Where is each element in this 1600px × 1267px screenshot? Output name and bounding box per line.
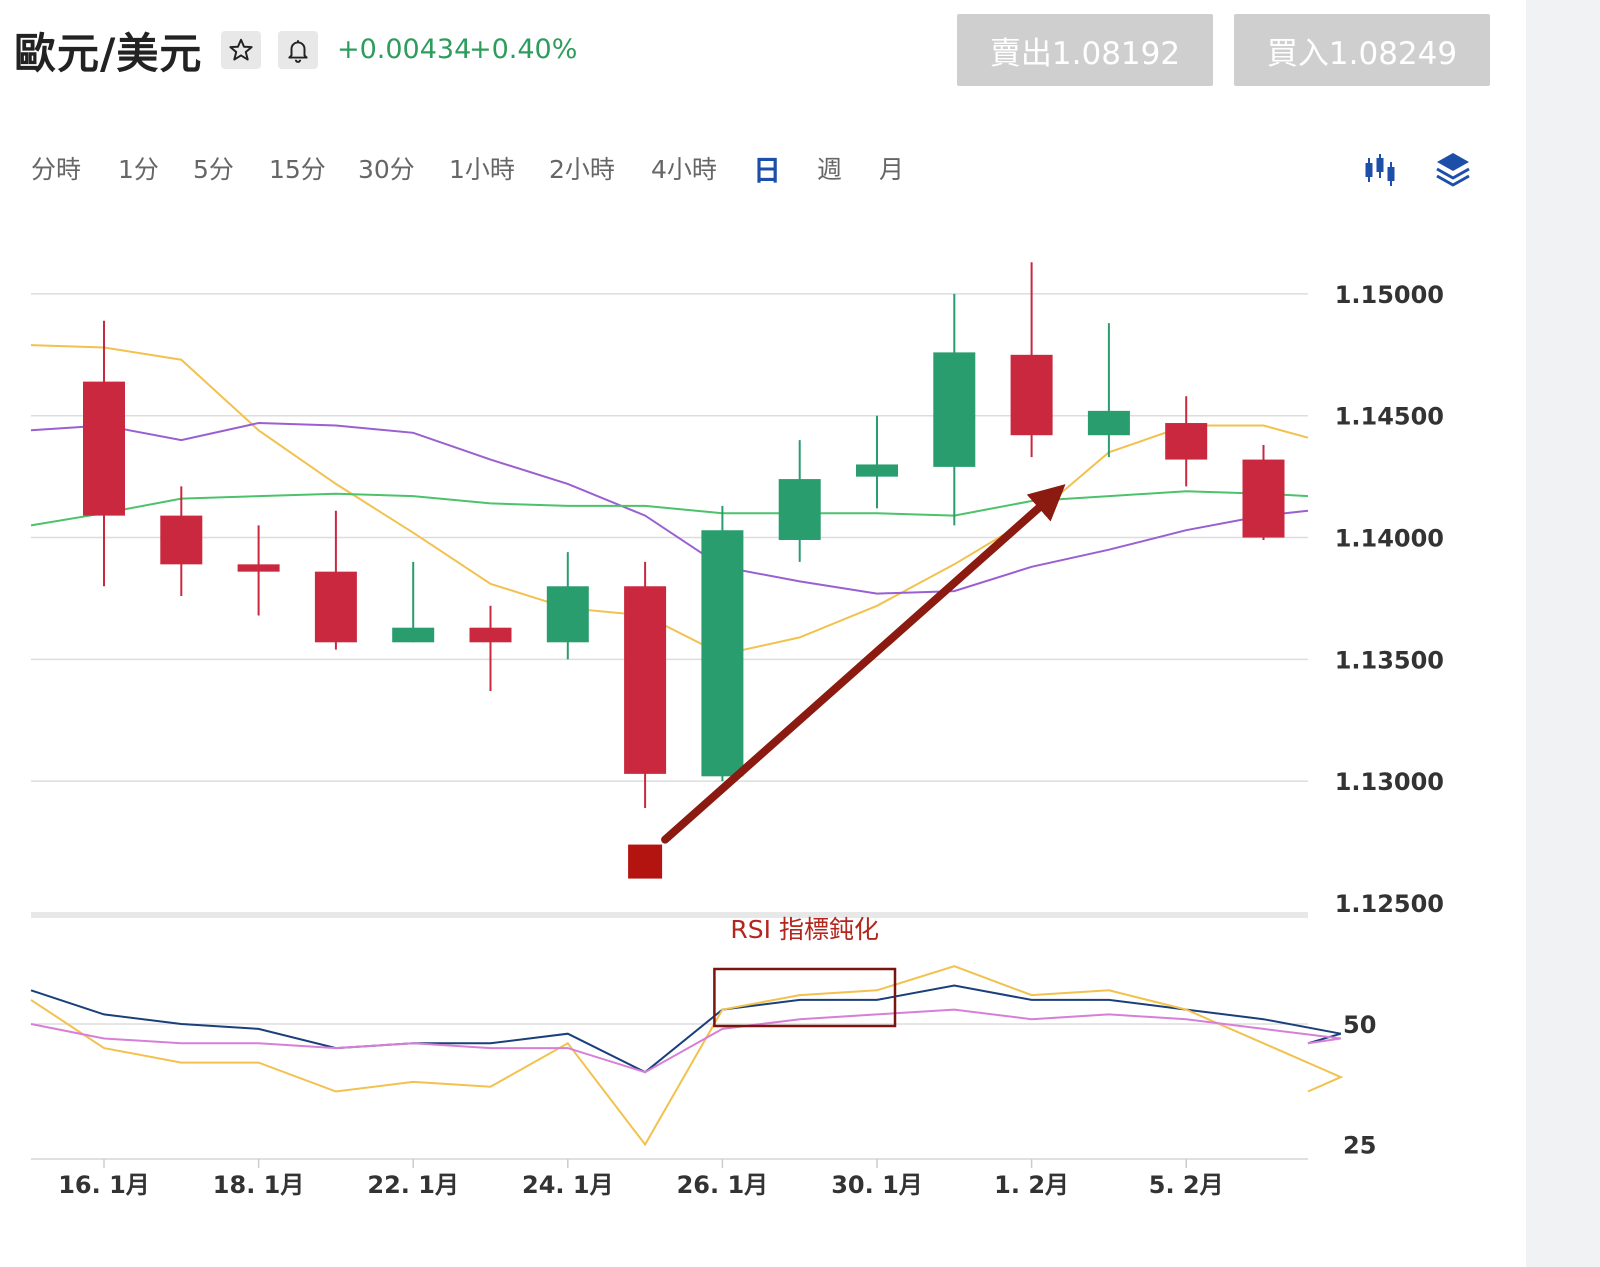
layers-icon (1436, 153, 1470, 187)
trend-annotation (628, 484, 1066, 879)
time-tick-label: 5. 2月 (1149, 1171, 1224, 1199)
right-scroll-strip (1526, 0, 1600, 1267)
alert-button[interactable] (278, 31, 318, 69)
candle-body (314, 571, 357, 643)
candle[interactable] (1087, 323, 1130, 458)
price-tick-label: 1.14500 (1335, 403, 1444, 431)
candle[interactable] (469, 605, 512, 692)
tab-15min[interactable]: 15分 (269, 155, 326, 184)
moving-average-line-0 (30, 344, 1309, 656)
candle-body (778, 479, 821, 540)
timeframe-tabs: 分時 1分 5分 15分 30分 1小時 2小時 4小時 日 週 月 (0, 150, 1000, 190)
rsi-line-2 (30, 1008, 1341, 1074)
rsi-tick-label: 50 (1343, 1011, 1376, 1039)
rsi-highlight: RSI 指標鈍化 (713, 915, 897, 1028)
candlestick-icon (1365, 154, 1395, 186)
candle-body (1242, 459, 1285, 538)
time-tick-label: 24. 1月 (522, 1171, 614, 1199)
rsi-line-1 (30, 965, 1344, 1147)
rsi-lines (30, 965, 1344, 1147)
buy-button[interactable]: 買入1.08249 (1234, 14, 1490, 86)
time-tick-label: 16. 1月 (58, 1171, 150, 1199)
tab-30min[interactable]: 30分 (358, 155, 415, 184)
time-tick-label: 22. 1月 (367, 1171, 459, 1199)
rsi-annotation-label: RSI 指標鈍化 (730, 915, 879, 944)
tab-1hour[interactable]: 1小時 (449, 155, 515, 184)
price-tick-label: 1.12500 (1335, 890, 1444, 918)
tab-month[interactable]: 月 (879, 155, 905, 184)
candle[interactable] (160, 486, 203, 597)
candle-body (1010, 354, 1053, 436)
tab-4hour[interactable]: 4小時 (651, 155, 717, 184)
tab-5min[interactable]: 5分 (193, 155, 234, 184)
candle[interactable] (778, 440, 821, 562)
rsi-axis: 50 25 (1343, 1011, 1376, 1160)
indicators-button[interactable] (1433, 150, 1473, 190)
moving-average-line-2 (30, 490, 1309, 527)
moving-average-lines (30, 344, 1309, 656)
chart-type-button[interactable] (1360, 150, 1400, 190)
candlesticks (83, 262, 1285, 808)
candle-body (160, 515, 203, 565)
bell-icon (288, 40, 308, 63)
tab-1min[interactable]: 1分 (118, 155, 159, 184)
candle-body (701, 530, 744, 777)
candle[interactable] (624, 561, 667, 808)
rsi-tick-label: 25 (1343, 1132, 1376, 1160)
price-chart[interactable]: 1.15000 1.14500 1.14000 1.13500 1.13000 1.125… (0, 0, 1526, 1267)
price-change-percent: +0.40% (469, 34, 578, 65)
price-change-absolute: +0.00434 (337, 34, 472, 65)
page-title: 歐元/美元 (14, 29, 203, 78)
pane-separator[interactable] (31, 912, 1308, 918)
candle-body (933, 352, 976, 467)
star-icon (229, 38, 253, 61)
price-tick-label: 1.13500 (1335, 646, 1444, 674)
candle[interactable] (546, 552, 589, 660)
trend-arrow (661, 484, 1066, 844)
candle-body (83, 381, 125, 516)
sell-button[interactable]: 賣出1.08192 (957, 14, 1213, 86)
candle[interactable] (1165, 396, 1208, 487)
candle-body (469, 627, 512, 643)
time-tick-label: 30. 1月 (831, 1171, 923, 1199)
price-grid (31, 293, 1308, 782)
candle[interactable] (856, 415, 898, 509)
price-axis: 1.15000 1.14500 1.14000 1.13500 1.13000 1.125… (1335, 281, 1444, 918)
time-axis: 16. 1月 18. 1月 22. 1月 24. 1月 26. 1月 30. 1月 1. 2… (58, 1159, 1224, 1199)
rsi-grid (31, 1023, 1308, 1160)
time-tick-label: 1. 2月 (994, 1171, 1069, 1199)
candle[interactable] (392, 561, 435, 643)
candle[interactable] (701, 505, 744, 782)
moving-average-line-1 (30, 421, 1309, 595)
candle[interactable] (933, 293, 976, 526)
price-tick-label: 1.13000 (1335, 768, 1444, 796)
candle-body (1165, 423, 1208, 460)
tab-week[interactable]: 週 (817, 155, 843, 184)
candle-body (624, 586, 667, 774)
candle[interactable] (1242, 444, 1285, 540)
candle-body (546, 586, 589, 643)
price-tick-label: 1.15000 (1335, 281, 1444, 309)
header: 歐元/美元 +0.00434 +0.40% 賣出1.08192 買入1.0824… (0, 0, 1526, 110)
price-tick-label: 1.14000 (1335, 525, 1444, 553)
tab-tick[interactable]: 分時 (31, 155, 82, 184)
candle[interactable] (314, 510, 357, 650)
time-tick-label: 26. 1月 (677, 1171, 769, 1199)
candle[interactable] (1010, 262, 1053, 458)
tab-2hour[interactable]: 2小時 (549, 155, 615, 184)
arrow-start-marker (628, 844, 663, 879)
candle[interactable] (237, 525, 280, 616)
rsi-highlight-box (713, 967, 897, 1028)
candle-body (237, 564, 280, 572)
candle-body (392, 627, 435, 643)
candle[interactable] (83, 320, 125, 587)
time-tick-label: 18. 1月 (213, 1171, 305, 1199)
favorite-button[interactable] (221, 31, 261, 69)
candle-body (1087, 410, 1130, 436)
candle-body (856, 464, 898, 477)
tab-day[interactable]: 日 (753, 154, 782, 187)
